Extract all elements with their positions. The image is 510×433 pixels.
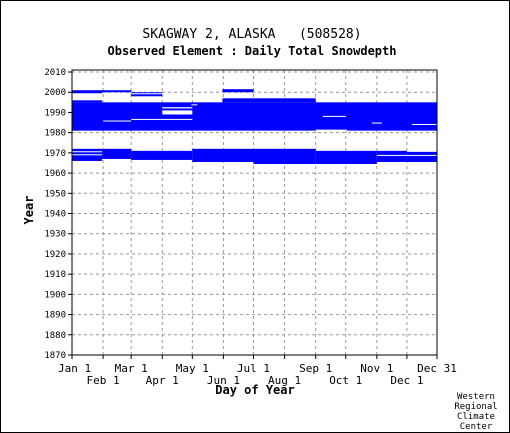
- snowdepth-bar: [376, 150, 407, 162]
- snowdepth-bar: [222, 89, 254, 93]
- credit-line: Western: [457, 392, 495, 402]
- x-tick-label-lower: Dec 1: [390, 374, 423, 387]
- snowdepth-bar: [131, 94, 163, 97]
- data-gap: [72, 151, 103, 153]
- y-tick-label: 1980: [44, 129, 66, 139]
- data-gaps: [72, 104, 437, 156]
- data-gap: [322, 115, 346, 117]
- y-tick-label: 1920: [44, 250, 66, 260]
- y-tick-label: 1910: [44, 270, 66, 280]
- y-tick-label: 1970: [44, 149, 66, 159]
- snowdepth-bar: [406, 151, 437, 162]
- y-tick-label: 1940: [44, 210, 66, 220]
- y-tick-label: 2010: [44, 68, 66, 78]
- snowdepth-bar: [131, 150, 193, 160]
- x-tick-label-upper: Sep 1: [299, 362, 332, 375]
- data-gap: [131, 118, 193, 120]
- snowdepth-bar: [72, 102, 437, 131]
- x-tick-label-lower: Apr 1: [146, 374, 179, 387]
- x-tick-label-upper: Jan 1: [58, 362, 91, 375]
- x-tick-label-lower: Aug 1: [268, 374, 301, 387]
- data-gap: [315, 129, 347, 132]
- snowdepth-bar: [102, 148, 132, 159]
- data-gap: [371, 122, 382, 124]
- y-tick-labels: 2010 2000 1990 1980 1970 1960 1950 1940 1930 1920…: [44, 68, 66, 361]
- x-axis-title: Day of Year: [215, 383, 294, 397]
- y-tick-label: 1950: [44, 189, 66, 199]
- data-gap: [411, 123, 437, 125]
- y-tick-label: 1890: [44, 311, 66, 321]
- y-tick-label: 1960: [44, 169, 66, 179]
- x-tick-label-upper: Nov 1: [360, 362, 393, 375]
- x-tick-label-upper: Mar 1: [115, 362, 148, 375]
- snowdepth-bar: [102, 90, 132, 93]
- credit-line: Center: [460, 422, 493, 432]
- data-gap: [162, 110, 193, 115]
- credit-line: Climate: [457, 412, 495, 422]
- x-tick-label-upper: May 1: [176, 362, 209, 375]
- y-tick-label: 1880: [44, 331, 66, 341]
- x-tick-label-lower: Feb 1: [87, 374, 120, 387]
- x-tick-label-lower: Jun 1: [207, 374, 240, 387]
- y-tick-label: 1900: [44, 290, 66, 300]
- data-gap: [376, 154, 437, 156]
- x-tick-label-upper: Jul 1: [237, 362, 270, 375]
- data-gap: [103, 120, 132, 122]
- snowdepth-bar: [131, 92, 163, 94]
- y-tick-label: 1990: [44, 108, 66, 118]
- y-tick-label: 2000: [44, 88, 66, 98]
- y-axis-title: Year: [22, 196, 36, 225]
- chart-title: SKAGWAY 2, ALASKA (508528): [142, 27, 361, 42]
- credit-line: Regional: [454, 402, 497, 412]
- snowdepth-bar: [72, 100, 103, 103]
- x-tick-label-upper: Dec 31: [417, 362, 457, 375]
- data-gap: [191, 104, 198, 106]
- snowdepth-bar: [253, 148, 316, 164]
- data-gap: [162, 107, 193, 109]
- snowdepth-bars: [72, 89, 437, 164]
- snowdepth-bar: [222, 98, 316, 103]
- plot-border: [71, 69, 438, 356]
- chart-subtitle: Observed Element : Daily Total Snowdepth: [108, 44, 397, 58]
- x-tick-label-lower: Oct 1: [329, 374, 362, 387]
- snowdepth-bar: [315, 150, 377, 164]
- snowdepth-bar: [192, 148, 254, 162]
- x-tick-labels: Jan 1 Mar 1 May 1 Jul 1 Sep 1 Nov 1 Dec 31 Feb …: [58, 362, 457, 387]
- plot-axes: [68, 69, 438, 359]
- y-tick-label: 1870: [44, 351, 66, 361]
- snowdepth-bar: [72, 90, 103, 94]
- y-tick-label: 1930: [44, 230, 66, 240]
- data-gap: [72, 154, 103, 156]
